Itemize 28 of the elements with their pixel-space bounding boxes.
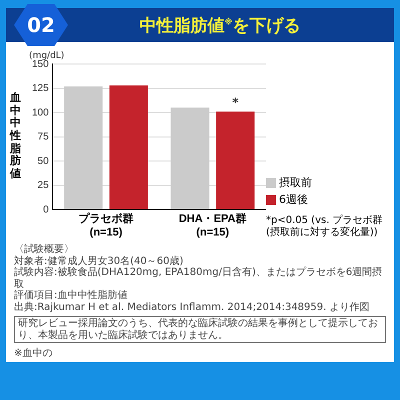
y-tick-label: 125 (32, 83, 50, 94)
text: 評価項目:血中中性脂肪値 (14, 290, 128, 302)
x-tick-label: DHA・EPA群 (n=15) (178, 212, 246, 238)
y-tick-label: 150 (32, 58, 50, 70)
text: 研究レビュー採用論文のうち、代表的な臨床試験の結果を事例として提示しており、本製品を用いた臨床試験ではありません。 (14, 316, 386, 343)
text: 〈試験概要〉 (14, 244, 75, 256)
legend-label: 6週後 (279, 192, 308, 207)
text: 対象者:健常成人男女30名(40～60歳) (14, 256, 184, 266)
bar (216, 112, 255, 210)
bar (109, 85, 148, 210)
y-tick-label: 100 (32, 107, 50, 118)
y-tick-label: 0 (43, 204, 50, 216)
text: *p<0.05 (vs. プラセボ群(摂取前に対する変化量)) (266, 215, 384, 238)
y-tick-label: 25 (38, 180, 50, 192)
source-note: 出典:Rajkumar H et al. Mediators Inflamm. 2014;2014:348959. より作図 (14, 302, 370, 313)
x-tick-label: プラセボ群 (n=15) (78, 212, 134, 238)
chart-title: 中性脂肪値$^{※}$を下げる (140, 14, 300, 36)
y-tick-label: 75 (38, 132, 50, 143)
text: (mg/dL) (29, 50, 64, 61)
legend-label: 摂取前 (279, 175, 312, 190)
annotation: * (232, 96, 240, 110)
text: ※血中の (13, 346, 54, 361)
y-tick-label: 50 (38, 156, 50, 167)
hexagon-badge: 02 (14, 4, 68, 46)
bar (170, 108, 210, 210)
bar (64, 86, 103, 210)
text: 試験内容:被験食品(DHA120mg, EPA180mg/日含有)、またはプラセボを6週間摂取 (14, 267, 384, 290)
y-axis-title: 血中中性脂肪値 (10, 91, 22, 180)
